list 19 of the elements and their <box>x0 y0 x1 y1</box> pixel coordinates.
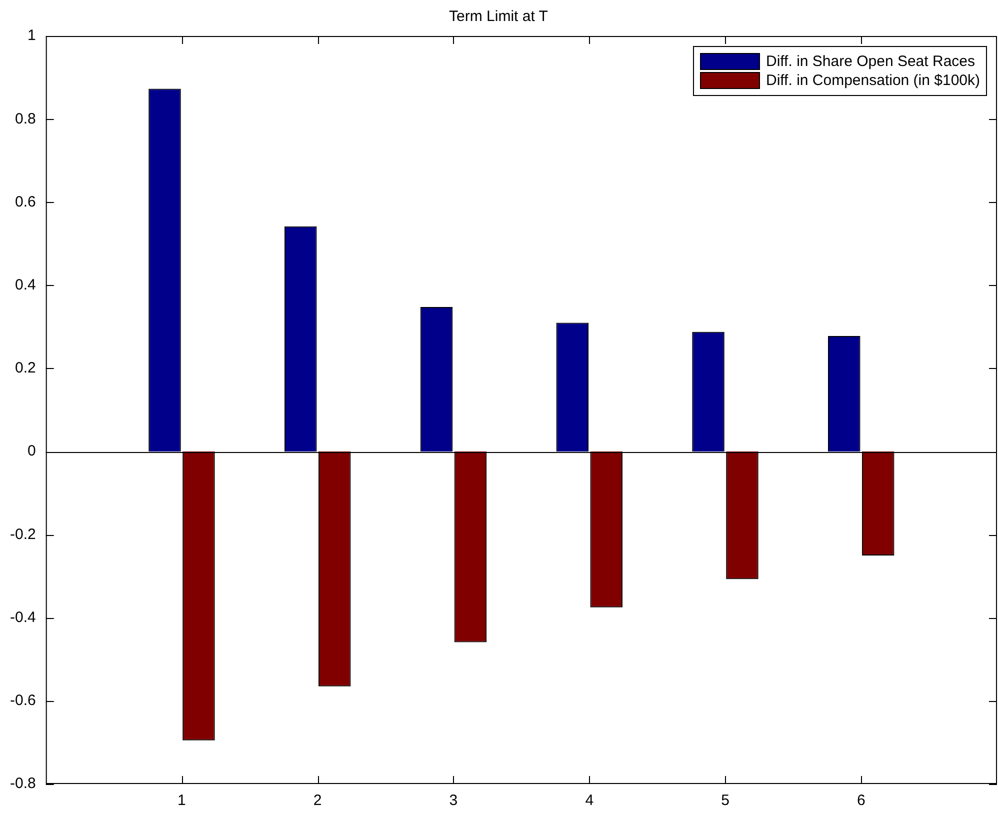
x-tick-label: 3 <box>449 792 458 810</box>
chart-title: Term Limit at T <box>449 8 548 26</box>
x-tick-label: 5 <box>721 792 730 810</box>
y-tick-label: 0.6 <box>14 193 36 210</box>
y-tick-label: -0.6 <box>10 692 36 710</box>
y-tick-label: -0.4 <box>10 608 36 626</box>
y-tick-label: 0.8 <box>14 110 36 128</box>
y-tick-label: -0.2 <box>10 526 36 543</box>
y-tick-label: -0.8 <box>10 775 36 792</box>
legend-label: Diff. in Share Open Seat Races <box>766 53 976 70</box>
x-tick-label: 2 <box>313 792 322 810</box>
x-tick-label: 1 <box>178 792 186 810</box>
x-tick-label: 6 <box>856 792 866 810</box>
y-tick-label: 1 <box>28 27 36 44</box>
y-tick-label: 0 <box>28 442 36 460</box>
y-tick-label: 0.4 <box>14 276 36 294</box>
legend-label: Diff. in Compensation (in $100k) <box>766 72 980 89</box>
x-tick-label: 4 <box>585 792 594 810</box>
y-tick-label: 0.2 <box>14 360 36 377</box>
